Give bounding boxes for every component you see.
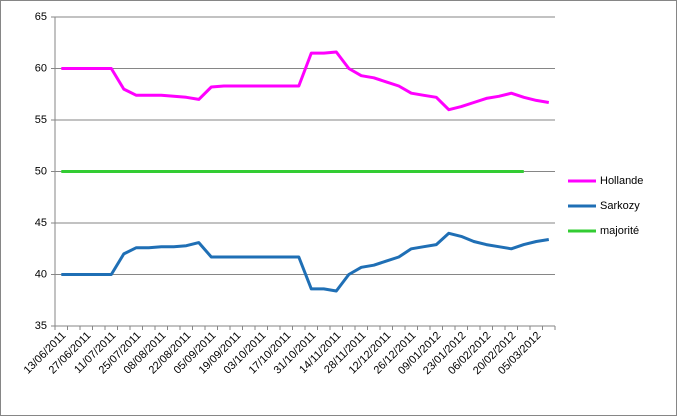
y-tick-label: 45 [35,217,47,229]
y-tick-label: 35 [35,320,47,332]
y-tick-label: 65 [35,11,47,23]
series-line [61,231,550,293]
legend-label: Hollande [600,175,643,187]
y-tick-label: 40 [35,268,47,280]
y-tick-label: 50 [35,165,47,177]
y-tick-label: 55 [35,114,47,126]
legend-label: majorité [600,225,639,237]
legend-label: Sarkozy [600,200,640,212]
y-tick-label: 60 [35,62,47,74]
series-line [61,50,550,112]
